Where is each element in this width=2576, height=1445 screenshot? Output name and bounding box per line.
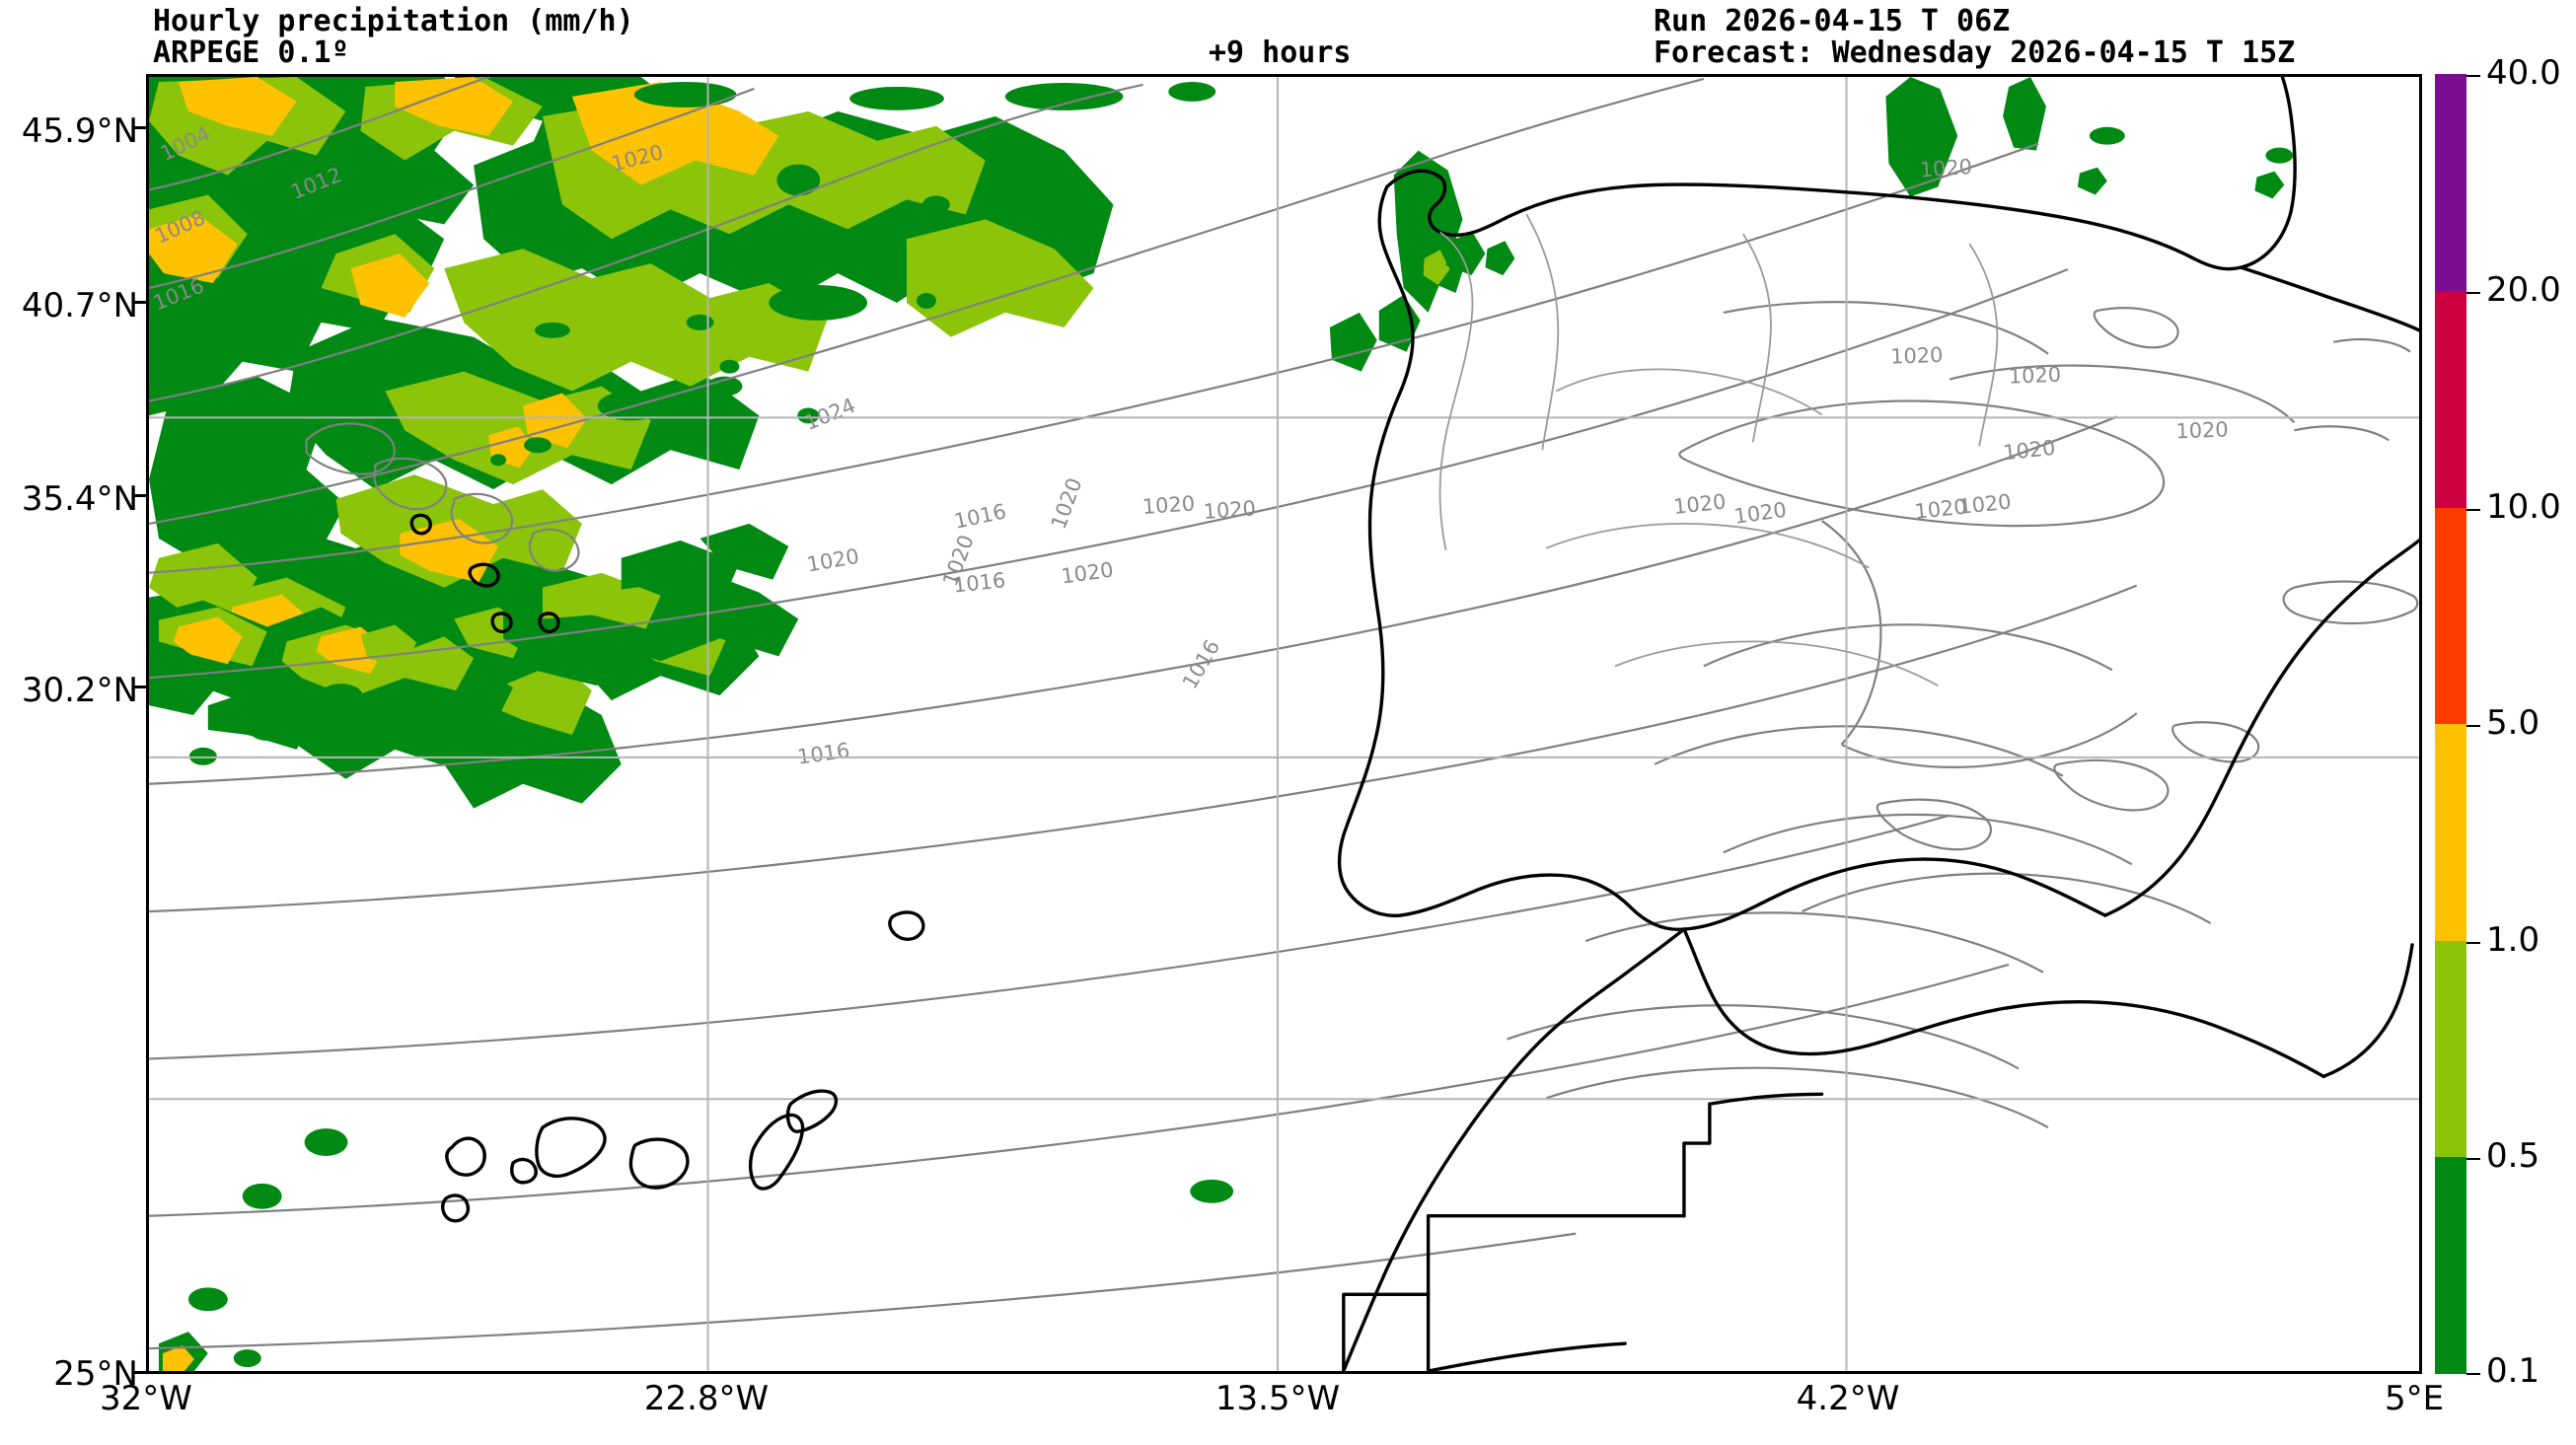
model-run-timestamp: Run 2026-04-15 T 06Z xyxy=(1654,4,2011,38)
isobar-lines xyxy=(149,77,2419,1350)
svg-text:1020: 1020 xyxy=(1913,495,1967,524)
map-canvas: 1004 1008 1012 1016 1020 1020 1024 1020 … xyxy=(149,77,2419,1371)
colorbar-label-10: 10.0 xyxy=(2486,487,2561,527)
colorbar-tick-mark-5 xyxy=(2466,725,2480,727)
svg-text:1020: 1020 xyxy=(2175,417,2229,443)
svg-text:1020: 1020 xyxy=(2002,436,2056,465)
colorbar-band-05-1[interactable] xyxy=(2435,941,2466,1157)
x-tick-label-3: 4.2°W xyxy=(1796,1379,1900,1418)
y-tick-mark-4 xyxy=(132,1371,148,1374)
colorbar-label-40: 40.0 xyxy=(2486,53,2561,93)
svg-text:1024: 1024 xyxy=(801,394,858,435)
forecast-valid-time: Forecast: Wednesday 2026-04-15 T 15Z xyxy=(1654,36,2296,70)
precipitation-map[interactable]: 1004 1008 1012 1016 1020 1020 1024 1020 … xyxy=(146,74,2422,1374)
svg-text:1020: 1020 xyxy=(1732,498,1788,529)
svg-text:1016: 1016 xyxy=(796,739,851,769)
y-tick-label-3: 30.2°N xyxy=(21,671,138,710)
y-tick-label-0: 45.9°N xyxy=(21,111,138,151)
colorbar-band-01-05[interactable] xyxy=(2435,1157,2466,1374)
y-tick-label-4: 25°N xyxy=(53,1354,138,1394)
y-tick-label-2: 35.4°N xyxy=(21,479,138,519)
colorbar-band-1-5[interactable] xyxy=(2435,724,2466,941)
x-tick-label-0: 32°W xyxy=(100,1379,192,1418)
svg-text:1016: 1016 xyxy=(1178,636,1224,693)
svg-text:1016: 1016 xyxy=(952,499,1008,534)
svg-text:1020: 1020 xyxy=(2008,363,2061,389)
model-name: ARPEGE 0.1º xyxy=(153,36,349,70)
svg-text:1020: 1020 xyxy=(1060,557,1115,588)
colorbar-label-1: 1.0 xyxy=(2486,920,2540,960)
svg-text:1020: 1020 xyxy=(1203,496,1257,524)
colorbar-tick-mark-01 xyxy=(2466,1373,2480,1375)
y-tick-mark-1 xyxy=(132,301,148,304)
svg-text:1020: 1020 xyxy=(1957,490,2012,519)
colorbar-band-10-20[interactable] xyxy=(2435,291,2466,508)
precip-cells-galicia xyxy=(1329,77,2285,372)
colorbar-label-20: 20.0 xyxy=(2486,270,2561,310)
colorbar-tick-mark-20 xyxy=(2466,292,2480,294)
y-tick-label-1: 40.7°N xyxy=(21,286,138,325)
chart-title: Hourly precipitation (mm/h) xyxy=(153,4,634,38)
colorbar-tick-mark-40 xyxy=(2466,75,2480,77)
colorbar-band-5-10[interactable] xyxy=(2435,508,2466,724)
forecast-step: +9 hours xyxy=(1209,36,1352,70)
x-tick-label-4: 5°E xyxy=(2384,1379,2445,1418)
svg-text:1020: 1020 xyxy=(1919,155,1973,182)
svg-text:1020: 1020 xyxy=(1141,491,1196,519)
colorbar-label-05: 0.5 xyxy=(2486,1136,2540,1176)
colorbar-tick-mark-1 xyxy=(2466,942,2480,944)
x-tick-label-2: 13.5°W xyxy=(1214,1379,1341,1418)
y-tick-mark-2 xyxy=(132,494,148,497)
admin-borders xyxy=(1438,213,1999,686)
precip-cells-scattered xyxy=(158,81,2294,1371)
svg-text:1020: 1020 xyxy=(805,544,861,577)
y-tick-mark-3 xyxy=(132,686,148,688)
colorbar-label-01: 0.1 xyxy=(2486,1351,2540,1391)
coastlines xyxy=(409,77,2419,1371)
svg-text:1020: 1020 xyxy=(1890,343,1944,369)
svg-text:1016: 1016 xyxy=(952,568,1006,597)
colorbar-tick-mark-10 xyxy=(2466,509,2480,511)
colorbar-tick-mark-05 xyxy=(2466,1158,2480,1160)
x-tick-label-1: 22.8°W xyxy=(643,1379,770,1418)
y-tick-mark-0 xyxy=(132,126,148,129)
colorbar[interactable] xyxy=(2435,74,2466,1374)
svg-text:1020: 1020 xyxy=(1047,474,1087,532)
colorbar-label-5: 5.0 xyxy=(2486,703,2540,743)
latlon-grid xyxy=(149,77,2419,1371)
svg-text:1020: 1020 xyxy=(1672,490,1727,519)
colorbar-band-20-40[interactable] xyxy=(2435,74,2466,291)
